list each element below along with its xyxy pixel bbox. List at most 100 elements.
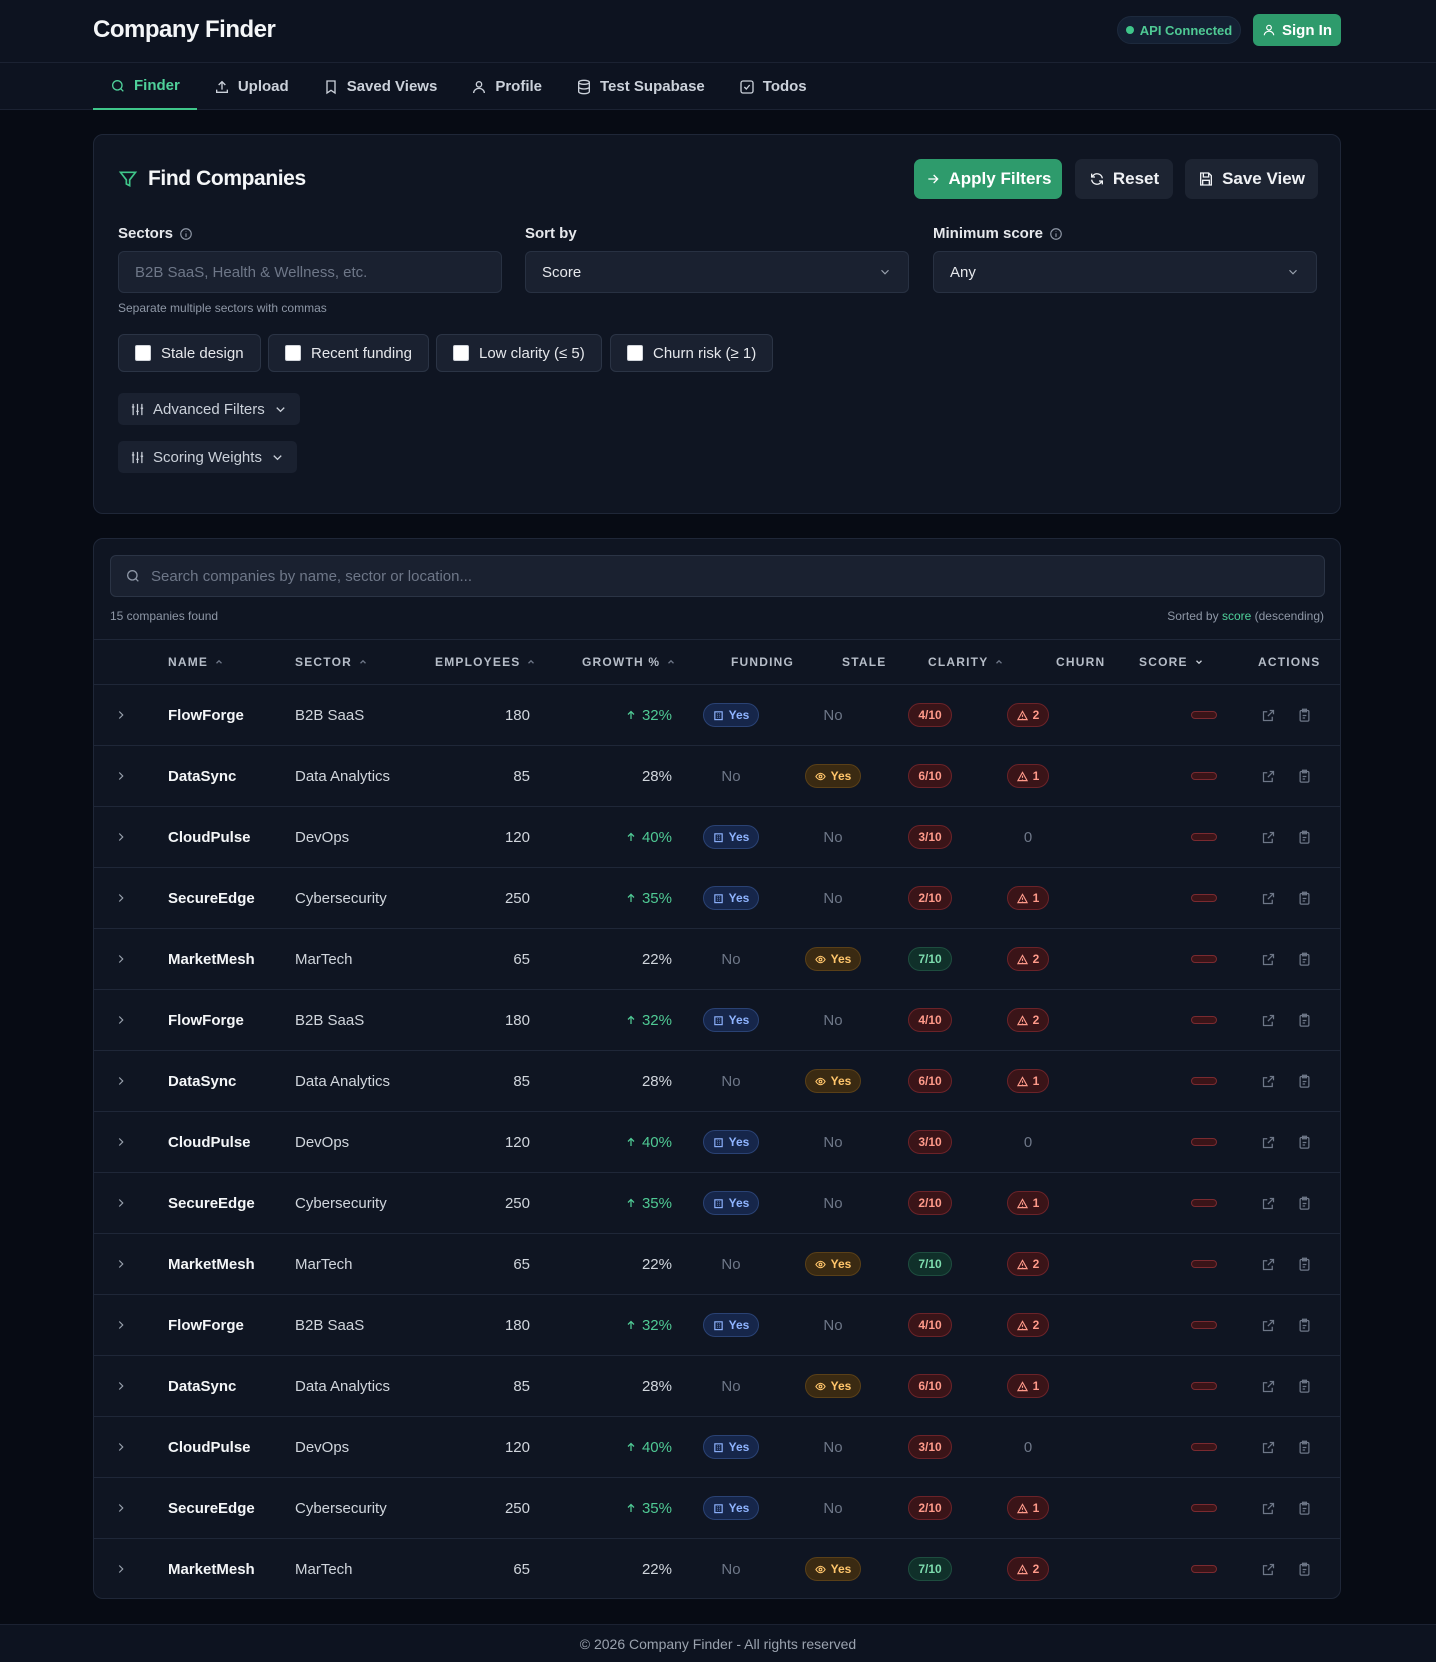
sectors-input[interactable]: B2B SaaS, Health & Wellness, etc. [118,251,502,293]
copy-company-button[interactable] [1297,990,1313,1050]
table-row[interactable]: FlowForge B2B SaaS 180 32% Yes No 4/10 2 [94,1295,1340,1356]
column-header-sector[interactable]: SECTOR [295,655,368,669]
chevron-right-icon [118,1504,124,1512]
table-row[interactable]: CloudPulse DevOps 120 40% Yes No 3/10 0 [94,1112,1340,1173]
checkbox-box[interactable] [627,345,643,361]
tab-upload[interactable]: Upload [197,63,306,110]
table-row[interactable]: SecureEdge Cybersecurity 250 35% Yes No 2/10 1 [94,1173,1340,1234]
expand-row-button[interactable] [114,1173,130,1233]
table-row[interactable]: MarketMesh MarTech 65 22% No Yes 7/10 2 [94,929,1340,990]
expand-row-button[interactable] [114,1112,130,1172]
funding-cell: No [701,929,761,989]
open-company-button[interactable] [1261,1539,1277,1599]
tab-saved-views[interactable]: Saved Views [306,63,455,110]
checkbox-box[interactable] [285,345,301,361]
sign-in-button[interactable]: Sign In [1253,14,1341,46]
expand-row-button[interactable] [114,685,130,745]
clarity-badge: 3/10 [908,1130,952,1154]
column-header-growth[interactable]: GROWTH % [582,655,676,669]
company-search-input[interactable]: Search companies by name, sector or loca… [110,555,1325,597]
recent-funding-checkbox[interactable]: Recent funding [268,334,429,372]
table-row[interactable]: SecureEdge Cybersecurity 250 35% Yes No 2/10 1 [94,1478,1340,1539]
churn-value: 1 [1032,769,1040,783]
column-header-name[interactable]: NAME [168,655,224,669]
column-header-score[interactable]: SCORE [1139,655,1204,669]
chevron-right-icon [118,711,124,719]
table-row[interactable]: DataSync Data Analytics 85 28% No Yes 6/10 1 [94,1051,1340,1112]
tab-todos[interactable]: Todos [722,63,824,110]
stale-design-checkbox[interactable]: Stale design [118,334,261,372]
open-company-button[interactable] [1261,1234,1277,1294]
sort-select[interactable]: Score [525,251,909,293]
expand-row-button[interactable] [114,1356,130,1416]
column-label: SCORE [1139,655,1188,669]
reset-button[interactable]: Reset [1075,159,1173,199]
expand-row-button[interactable] [114,1539,130,1599]
open-company-button[interactable] [1261,1173,1277,1233]
copy-company-button[interactable] [1297,1417,1313,1477]
copy-company-button[interactable] [1297,1356,1313,1416]
table-row[interactable]: SecureEdge Cybersecurity 250 35% Yes No 2/10 1 [94,868,1340,929]
expand-row-button[interactable] [114,1051,130,1111]
checkbox-box[interactable] [453,345,469,361]
low-clarity-checkbox[interactable]: Low clarity (≤ 5) [436,334,602,372]
copy-company-button[interactable] [1297,1051,1313,1111]
table-row[interactable]: DataSync Data Analytics 85 28% No Yes 6/10 1 [94,1356,1340,1417]
column-header-employees[interactable]: EMPLOYEES [435,655,536,669]
copy-company-button[interactable] [1297,1478,1313,1538]
tab-finder[interactable]: Finder [93,63,197,110]
open-company-button[interactable] [1261,1417,1277,1477]
open-company-button[interactable] [1261,1478,1277,1538]
open-company-button[interactable] [1261,1112,1277,1172]
table-row[interactable]: CloudPulse DevOps 120 40% Yes No 3/10 0 [94,1417,1340,1478]
min-score-select[interactable]: Any [933,251,1317,293]
copy-company-button[interactable] [1297,1112,1313,1172]
open-company-button[interactable] [1261,1295,1277,1355]
open-company-button[interactable] [1261,685,1277,745]
checkbox-box[interactable] [135,345,151,361]
open-company-button[interactable] [1261,990,1277,1050]
copy-company-button[interactable] [1297,868,1313,928]
copy-company-button[interactable] [1297,807,1313,867]
clarity-value: 4/10 [918,1318,942,1332]
expand-row-button[interactable] [114,929,130,989]
copy-company-button[interactable] [1297,929,1313,989]
copy-company-button[interactable] [1297,1173,1313,1233]
expand-row-button[interactable] [114,1478,130,1538]
table-row[interactable]: FlowForge B2B SaaS 180 32% Yes No 4/10 2 [94,990,1340,1051]
copy-company-button[interactable] [1297,1295,1313,1355]
copy-company-button[interactable] [1297,746,1313,806]
save-view-button[interactable]: Save View [1185,159,1318,199]
expand-row-button[interactable] [114,990,130,1050]
open-company-button[interactable] [1261,1356,1277,1416]
apply-filters-button[interactable]: Apply Filters [914,159,1062,199]
expand-row-button[interactable] [114,1417,130,1477]
copy-company-button[interactable] [1297,1234,1313,1294]
score-bar [1191,1077,1217,1085]
expand-row-button[interactable] [114,746,130,806]
status-dot-icon [1125,26,1134,34]
open-company-button[interactable] [1261,807,1277,867]
table-row[interactable]: DataSync Data Analytics 85 28% No Yes 6/10 1 [94,746,1340,807]
table-row[interactable]: MarketMesh MarTech 65 22% No Yes 7/10 2 [94,1539,1340,1600]
open-company-button[interactable] [1261,868,1277,928]
open-company-button[interactable] [1261,929,1277,989]
open-company-button[interactable] [1261,1051,1277,1111]
copy-company-button[interactable] [1297,685,1313,745]
tab-profile[interactable]: Profile [454,63,559,110]
expand-row-button[interactable] [114,807,130,867]
table-row[interactable]: MarketMesh MarTech 65 22% No Yes 7/10 2 [94,1234,1340,1295]
expand-row-button[interactable] [114,1295,130,1355]
scoring-weights-toggle[interactable]: Scoring Weights [118,441,297,473]
table-row[interactable]: FlowForge B2B SaaS 180 32% Yes No 4/10 2 [94,685,1340,746]
tab-test-supabase[interactable]: Test Supabase [559,63,722,110]
open-company-button[interactable] [1261,746,1277,806]
churn-risk-checkbox[interactable]: Churn risk (≥ 1) [610,334,774,372]
expand-row-button[interactable] [114,1234,130,1294]
advanced-filters-toggle[interactable]: Advanced Filters [118,393,300,425]
expand-row-button[interactable] [114,868,130,928]
company-growth: 35% [584,1173,672,1233]
column-header-clarity[interactable]: CLARITY [928,655,1004,669]
table-row[interactable]: CloudPulse DevOps 120 40% Yes No 3/10 0 [94,807,1340,868]
copy-company-button[interactable] [1297,1539,1313,1599]
